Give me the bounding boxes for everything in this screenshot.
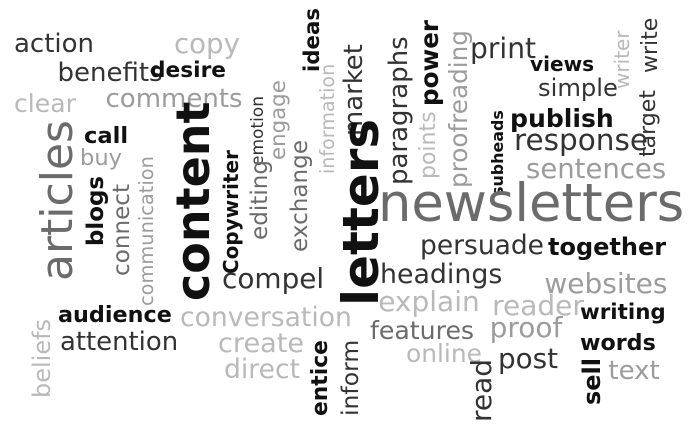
word-entice: entice — [308, 340, 334, 416]
word-websites: websites — [544, 267, 668, 300]
word-response: response — [514, 123, 648, 158]
word-sentences: sentences — [526, 153, 667, 186]
word-direct: direct — [224, 353, 301, 385]
word-benefits: benefits — [57, 58, 163, 88]
word-copywriter: Copywriter — [219, 150, 243, 274]
word-clear: clear — [14, 89, 76, 119]
word-print: print — [470, 32, 537, 65]
word-reader: reader — [492, 289, 584, 322]
word-post: post — [498, 342, 559, 376]
word-points: points — [416, 111, 441, 179]
word-persuade: persuade — [420, 229, 544, 261]
word-inform: inform — [336, 339, 365, 416]
word-text: text — [608, 356, 660, 386]
word-power: power — [414, 19, 444, 106]
word-comments: comments — [105, 84, 243, 114]
word-beliefs: beliefs — [28, 318, 56, 398]
word-action: action — [14, 29, 95, 59]
word-writing: writing — [580, 300, 666, 326]
word-create: create — [218, 328, 305, 360]
word-blogs: blogs — [82, 176, 109, 246]
word-headings: headings — [380, 258, 503, 290]
word-newsletters: newsletters — [378, 172, 685, 234]
word-online: online — [406, 338, 482, 368]
word-views: views — [530, 52, 595, 76]
word-exchange: exchange — [286, 139, 313, 252]
word-explain: explain — [378, 285, 480, 318]
word-compel: compel — [222, 262, 325, 296]
word-read: read — [465, 358, 498, 422]
word-buy: buy — [80, 144, 123, 171]
word-sell: sell — [578, 357, 606, 405]
word-attention: attention — [60, 327, 179, 358]
word-emotion: emotion — [247, 96, 268, 166]
word-connect: connect — [108, 183, 135, 276]
word-audience: audience — [58, 301, 172, 328]
word-copy: copy — [174, 27, 240, 61]
word-conversation: conversation — [180, 301, 352, 333]
word-call: call — [84, 122, 129, 149]
word-words: words — [580, 329, 656, 356]
word-ideas: ideas — [300, 7, 326, 72]
word-proofreading: proofreading — [443, 30, 473, 188]
word-publish: publish — [510, 104, 614, 134]
word-articles: articles — [32, 119, 83, 281]
word-write: write — [638, 17, 663, 73]
word-together: together — [548, 233, 667, 261]
word-communication: communication — [135, 156, 159, 306]
word-proof: proof — [489, 311, 563, 344]
word-simple: simple — [538, 73, 618, 102]
word-features: features — [370, 316, 475, 346]
word-desire: desire — [150, 58, 226, 84]
word-editing: editing — [246, 159, 273, 240]
word-content: content — [166, 101, 220, 301]
